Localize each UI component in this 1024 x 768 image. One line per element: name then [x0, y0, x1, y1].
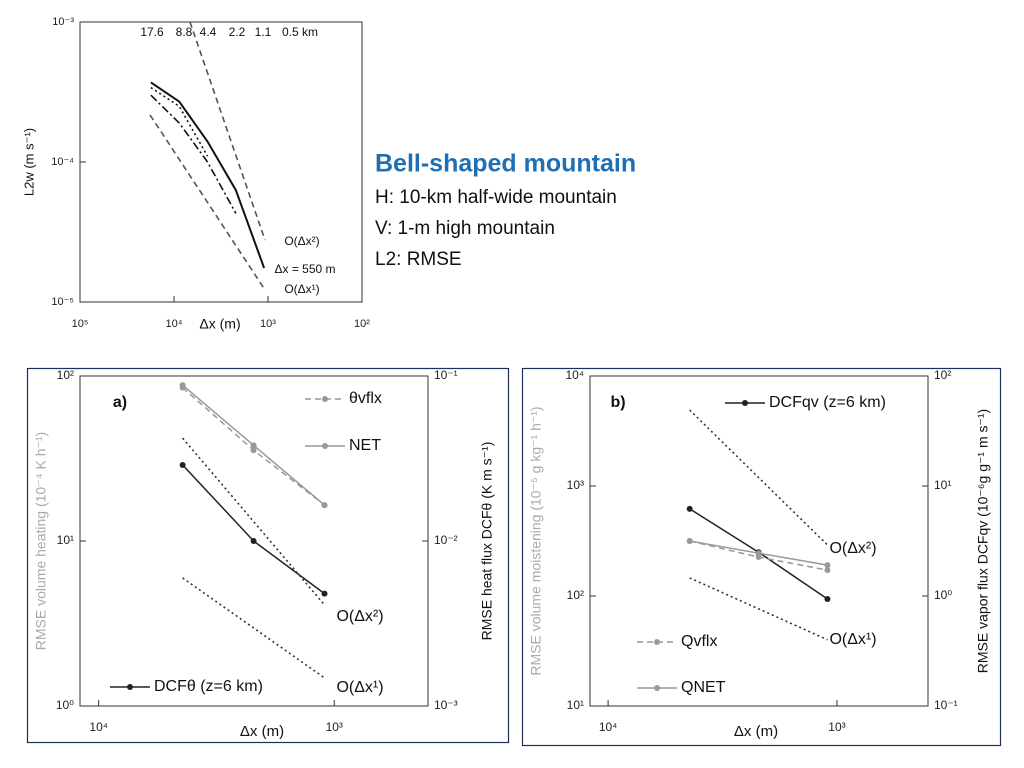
annotation: O(Δx¹) — [284, 282, 319, 296]
data-point — [686, 538, 693, 545]
annotation: 2.2 — [229, 25, 246, 39]
y-tick-label: 10⁰ — [56, 698, 74, 712]
series-line — [150, 81, 266, 269]
data-point — [321, 502, 328, 509]
x-axis-label: Δx (m) — [199, 316, 240, 332]
annotation: Δx = 550 m — [274, 262, 335, 276]
x-tick-label: 10³ — [260, 318, 276, 330]
legend-marker — [742, 400, 748, 406]
panel-frame — [26, 367, 510, 744]
annotation: b) — [610, 394, 625, 411]
data-point — [250, 447, 257, 454]
panel-frame — [521, 367, 1002, 747]
x-tick-label: 10³ — [828, 720, 845, 734]
y-axis-label: RMSE volume moistening (10⁻⁵ g kg⁻¹ h⁻¹) — [528, 406, 544, 675]
y-axis-label: L2w (m s⁻¹) — [21, 128, 36, 196]
data-point — [824, 562, 831, 569]
data-point — [179, 382, 186, 389]
y-axis-label: RMSE volume heating (10⁻⁴ K h⁻¹) — [33, 432, 49, 650]
series-line — [182, 577, 325, 679]
series-line — [149, 114, 266, 291]
data-point — [250, 538, 257, 544]
series-line — [150, 86, 209, 157]
data-point — [755, 550, 762, 557]
y-tick-label: 10² — [57, 368, 74, 382]
y2-tick-label: 10⁻¹ — [934, 698, 958, 712]
x-tick-label: 10² — [354, 318, 370, 330]
x-tick-label: 10⁴ — [599, 720, 618, 734]
legend-label: NET — [349, 437, 381, 454]
legend-marker — [322, 443, 328, 449]
y2-axis-label: RMSE vapor flux DCFqv (10⁻⁶g g⁻¹ m s⁻¹) — [975, 409, 991, 673]
y2-tick-label: 10² — [934, 368, 951, 382]
x-tick-label: 10⁴ — [166, 318, 183, 330]
y-tick-label: 10² — [567, 588, 584, 602]
annotation: O(Δx²) — [829, 540, 876, 557]
legend-label: DCFqv (z=6 km) — [769, 394, 886, 411]
y2-tick-label: 10⁰ — [934, 588, 952, 602]
y-tick-label: 10⁻⁵ — [51, 296, 74, 308]
y-tick-label: 10⁴ — [565, 368, 584, 382]
legend-marker — [654, 685, 660, 691]
data-point — [250, 442, 257, 449]
y2-tick-label: 10⁻² — [434, 533, 458, 547]
annotation: a) — [113, 394, 127, 411]
x-tick-label: 10³ — [326, 720, 343, 734]
y2-tick-label: 10¹ — [934, 478, 951, 492]
annotation: O(Δx¹) — [829, 631, 876, 648]
data-point — [824, 595, 831, 602]
y-tick-label: 10⁻⁴ — [51, 156, 74, 168]
data-point — [686, 505, 693, 512]
data-point — [824, 567, 831, 574]
y2-axis-label: RMSE heat flux DCFθ (K m s⁻¹) — [479, 442, 495, 641]
legend-label: QNET — [681, 679, 726, 696]
legend-marker — [127, 684, 133, 690]
annotation: 8.8 — [176, 25, 193, 39]
y-tick-label: 10¹ — [57, 533, 74, 547]
y-tick-label: 10¹ — [567, 698, 584, 712]
y2-tick-label: 10⁻³ — [434, 698, 458, 712]
series-line — [150, 94, 237, 214]
series-line — [689, 409, 829, 546]
annotation: 1.1 — [255, 25, 272, 39]
x-axis-label: Δx (m) — [240, 723, 284, 740]
legend-marker — [654, 639, 660, 645]
annotation: 4.4 — [200, 25, 217, 39]
slide-text: V: 1-m high mountain — [375, 218, 555, 239]
annotation: O(Δx²) — [284, 234, 319, 248]
y-tick-label: 10⁻³ — [52, 16, 74, 28]
data-point — [321, 590, 328, 597]
legend-label: DCFθ (z=6 km) — [154, 678, 263, 695]
slide-text: L2: RMSE — [375, 249, 462, 270]
annotation: 0.5 km — [282, 25, 318, 39]
x-axis-label: Δx (m) — [734, 723, 778, 740]
slide-title: Bell-shaped mountain — [375, 150, 636, 178]
series-line — [182, 437, 326, 606]
x-tick-label: 10⁴ — [89, 720, 108, 734]
legend-label: Qvflx — [681, 633, 717, 650]
x-tick-label: 10⁵ — [72, 318, 89, 330]
annotation: 17.6 — [140, 25, 164, 39]
annotation: O(Δx¹) — [336, 679, 383, 696]
series-line — [189, 21, 266, 241]
legend-marker — [322, 396, 328, 402]
y2-tick-label: 10⁻¹ — [434, 368, 458, 382]
series-line — [689, 577, 828, 641]
plot-frame — [589, 375, 929, 707]
data-point — [179, 461, 186, 468]
legend-label: θvflx — [349, 390, 382, 407]
slide-text: H: 10-km half-wide mountain — [375, 187, 617, 208]
y-tick-label: 10³ — [567, 478, 584, 492]
annotation: O(Δx²) — [336, 608, 383, 625]
